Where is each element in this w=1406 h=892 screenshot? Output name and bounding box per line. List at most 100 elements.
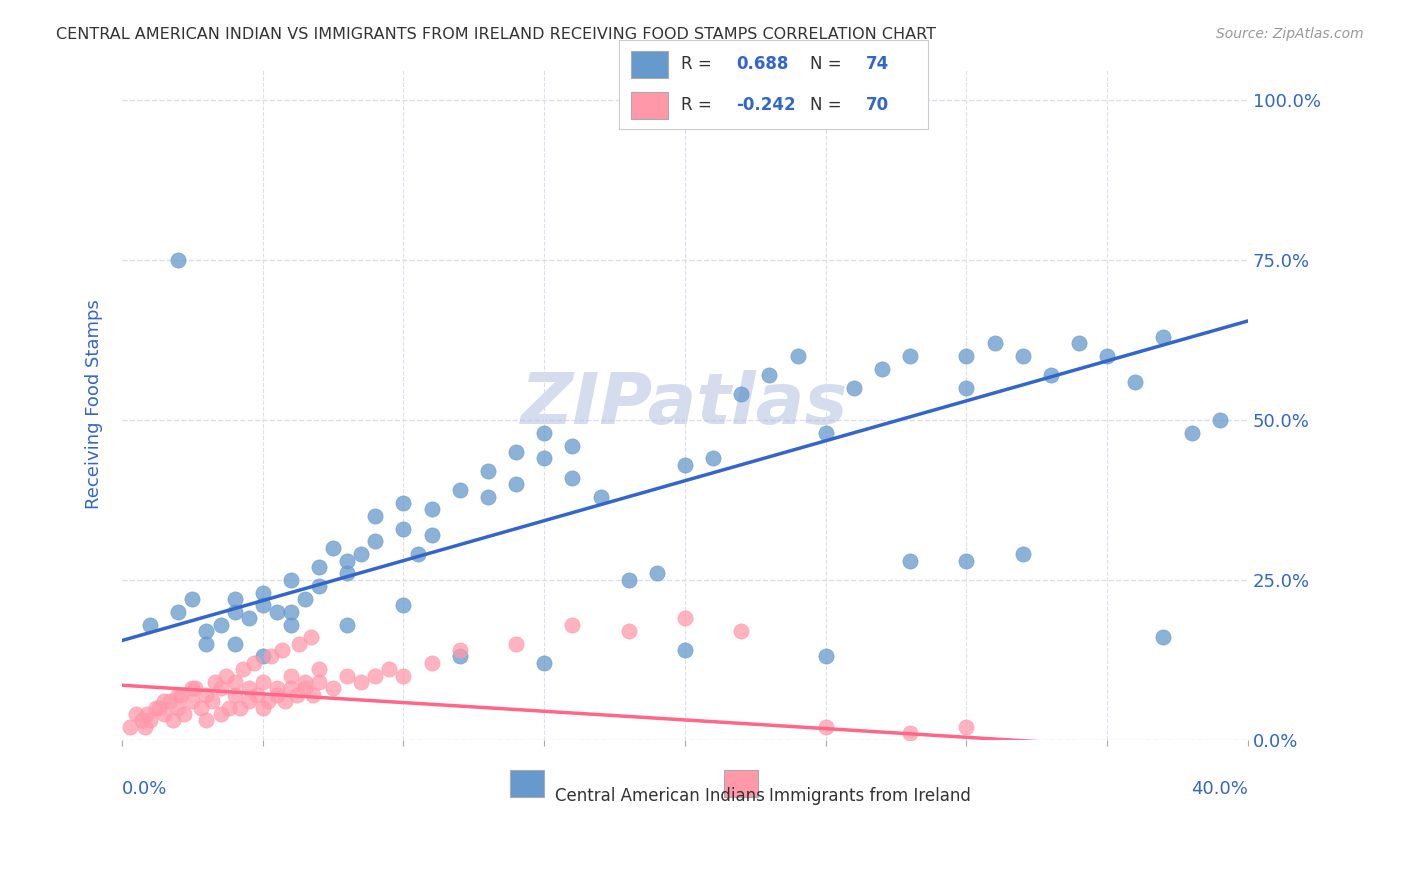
Point	[336, 553, 359, 567]
Point	[238, 694, 260, 708]
FancyBboxPatch shape	[631, 92, 668, 119]
Point	[322, 541, 344, 555]
Point	[195, 714, 218, 728]
Text: Source: ZipAtlas.com: Source: ZipAtlas.com	[1216, 27, 1364, 41]
Text: 70: 70	[866, 96, 889, 114]
Point	[350, 675, 373, 690]
Point	[392, 668, 415, 682]
Point	[420, 656, 443, 670]
Text: N =: N =	[810, 96, 848, 114]
Point	[145, 700, 167, 714]
Point	[406, 547, 429, 561]
Point	[195, 688, 218, 702]
Text: ZIPatlas: ZIPatlas	[522, 369, 849, 439]
Point	[181, 694, 204, 708]
Point	[533, 451, 555, 466]
Point	[350, 547, 373, 561]
Point	[955, 553, 977, 567]
Point	[285, 688, 308, 702]
Point	[561, 617, 583, 632]
Point	[294, 675, 316, 690]
Point	[336, 566, 359, 581]
Point	[1208, 413, 1230, 427]
Point	[1180, 425, 1202, 440]
Point	[224, 637, 246, 651]
Point	[814, 720, 837, 734]
Point	[215, 668, 238, 682]
Point	[167, 700, 190, 714]
Point	[449, 483, 471, 498]
Point	[308, 662, 330, 676]
Point	[170, 688, 193, 702]
Point	[224, 675, 246, 690]
Point	[673, 458, 696, 472]
Point	[1067, 336, 1090, 351]
Point	[266, 688, 288, 702]
Point	[983, 336, 1005, 351]
Text: Immigrants from Ireland: Immigrants from Ireland	[769, 787, 972, 805]
Point	[148, 700, 170, 714]
Point	[252, 700, 274, 714]
Point	[153, 694, 176, 708]
Point	[131, 714, 153, 728]
Point	[238, 681, 260, 696]
Point	[308, 675, 330, 690]
Point	[167, 605, 190, 619]
Point	[136, 706, 159, 721]
Point	[449, 643, 471, 657]
Point	[505, 477, 527, 491]
Point	[364, 534, 387, 549]
Point	[617, 573, 640, 587]
Point	[730, 624, 752, 638]
Point	[173, 706, 195, 721]
Point	[294, 681, 316, 696]
Point	[420, 528, 443, 542]
Point	[153, 706, 176, 721]
Point	[378, 662, 401, 676]
Point	[232, 662, 254, 676]
Point	[1011, 547, 1033, 561]
Text: CENTRAL AMERICAN INDIAN VS IMMIGRANTS FROM IRELAND RECEIVING FOOD STAMPS CORRELA: CENTRAL AMERICAN INDIAN VS IMMIGRANTS FR…	[56, 27, 936, 42]
Y-axis label: Receiving Food Stamps: Receiving Food Stamps	[86, 299, 103, 509]
Point	[505, 445, 527, 459]
Point	[322, 681, 344, 696]
Text: 0.0%: 0.0%	[122, 780, 167, 797]
Point	[898, 553, 921, 567]
Point	[364, 508, 387, 523]
Point	[195, 637, 218, 651]
Point	[730, 387, 752, 401]
Point	[336, 668, 359, 682]
Point	[190, 700, 212, 714]
Point	[392, 599, 415, 613]
Text: -0.242: -0.242	[737, 96, 796, 114]
Point	[280, 605, 302, 619]
Point	[257, 694, 280, 708]
Point	[139, 714, 162, 728]
Point	[266, 681, 288, 696]
Text: 74: 74	[866, 55, 890, 73]
Point	[561, 470, 583, 484]
Point	[280, 573, 302, 587]
Point	[392, 496, 415, 510]
Point	[238, 611, 260, 625]
Point	[288, 637, 311, 651]
Point	[420, 502, 443, 516]
Point	[786, 349, 808, 363]
Point	[280, 617, 302, 632]
Point	[814, 425, 837, 440]
Point	[159, 694, 181, 708]
Text: Central American Indians: Central American Indians	[555, 787, 765, 805]
Point	[195, 624, 218, 638]
Point	[224, 605, 246, 619]
FancyBboxPatch shape	[631, 51, 668, 78]
Point	[280, 681, 302, 696]
Text: R =: R =	[681, 55, 717, 73]
Point	[209, 706, 232, 721]
Point	[561, 439, 583, 453]
Point	[1039, 368, 1062, 383]
Point	[299, 630, 322, 644]
Point	[218, 700, 240, 714]
Point	[364, 668, 387, 682]
Point	[645, 566, 668, 581]
Point	[209, 617, 232, 632]
